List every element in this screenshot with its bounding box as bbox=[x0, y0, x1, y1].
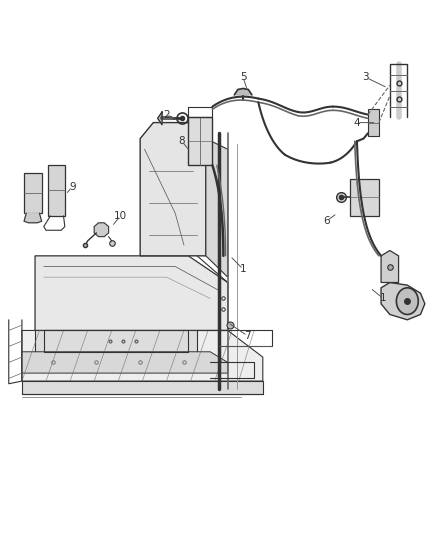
Circle shape bbox=[396, 288, 418, 314]
Polygon shape bbox=[22, 330, 263, 381]
Text: 6: 6 bbox=[323, 216, 330, 226]
Polygon shape bbox=[140, 123, 206, 256]
Text: 8: 8 bbox=[178, 136, 185, 146]
Polygon shape bbox=[234, 88, 252, 95]
Polygon shape bbox=[22, 381, 263, 394]
Text: 5: 5 bbox=[240, 72, 247, 82]
Polygon shape bbox=[158, 112, 162, 125]
Polygon shape bbox=[206, 139, 228, 277]
Polygon shape bbox=[381, 251, 399, 282]
Polygon shape bbox=[94, 223, 109, 237]
Polygon shape bbox=[35, 256, 228, 330]
Text: 2: 2 bbox=[163, 110, 170, 119]
Text: 7: 7 bbox=[244, 331, 251, 341]
Bar bbox=[24, 173, 42, 213]
Bar bbox=[48, 165, 65, 216]
Polygon shape bbox=[22, 352, 228, 373]
Bar bbox=[368, 109, 379, 136]
Text: 10: 10 bbox=[114, 211, 127, 221]
Polygon shape bbox=[24, 213, 42, 223]
Bar bbox=[350, 179, 379, 216]
Polygon shape bbox=[381, 282, 425, 320]
Text: 1: 1 bbox=[380, 294, 387, 303]
Text: 9: 9 bbox=[69, 182, 76, 191]
Text: 4: 4 bbox=[353, 118, 360, 127]
Polygon shape bbox=[35, 330, 197, 352]
Text: 1: 1 bbox=[240, 264, 247, 274]
Text: 3: 3 bbox=[362, 72, 369, 82]
FancyBboxPatch shape bbox=[188, 117, 212, 165]
